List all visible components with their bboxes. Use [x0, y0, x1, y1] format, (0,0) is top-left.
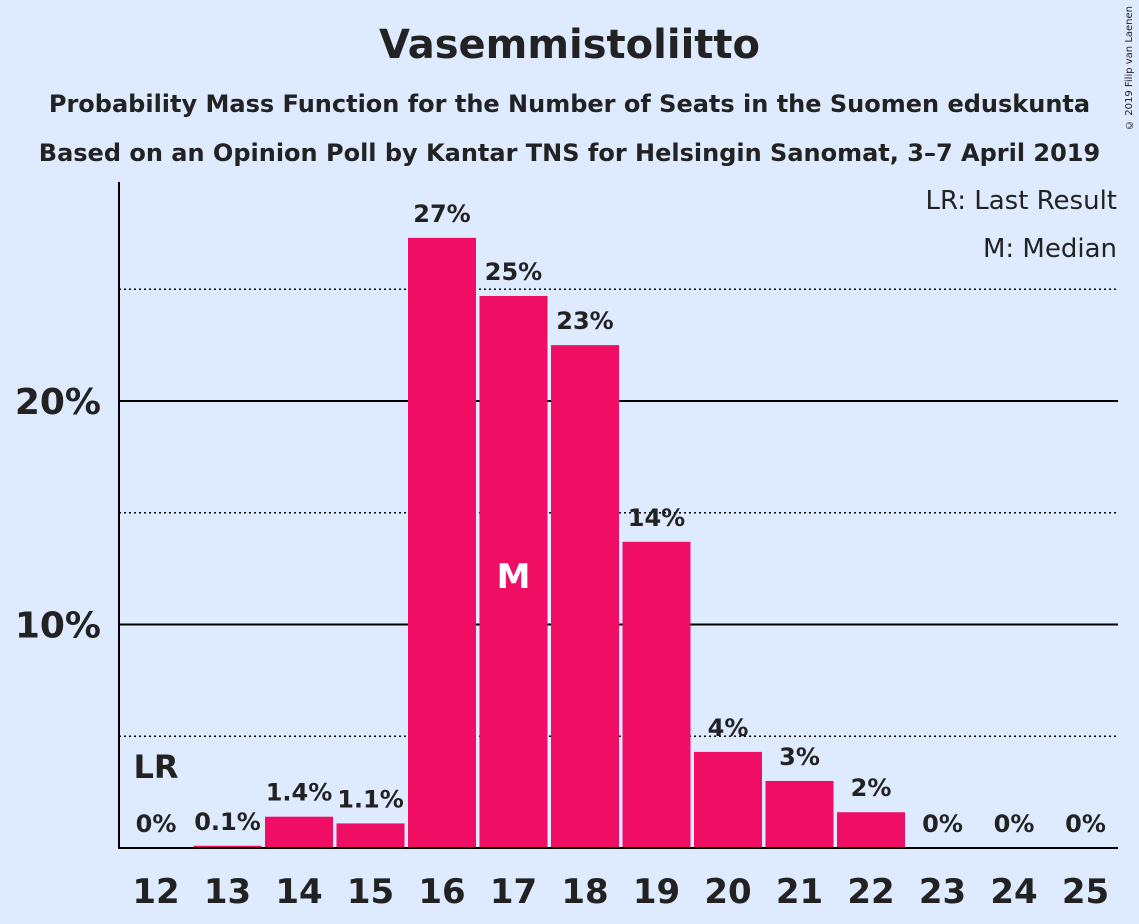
legend: LR: Last Result M: Median [925, 186, 1117, 264]
x-tick-label: 22 [847, 872, 894, 912]
data-label: 14% [628, 504, 685, 532]
legend-entry: M: Median [983, 234, 1117, 264]
data-label: 3% [779, 743, 820, 771]
x-tick-label: 18 [561, 872, 608, 912]
data-label: 0% [1065, 810, 1106, 838]
x-tick-label: 12 [132, 872, 179, 912]
data-labels: 0% 0.1%1.4% 1.1% 27% 25% 23% 14% 4% 3% 2% 0% 0% 0% M L… [133, 200, 1105, 838]
x-tick-label: 19 [633, 872, 680, 912]
bar [551, 345, 619, 848]
bar [265, 816, 333, 848]
y-tick-label: 10% [15, 606, 101, 647]
data-label: 27% [413, 200, 470, 228]
x-tick-label: 24 [990, 872, 1037, 912]
x-tick-label: 14 [275, 872, 322, 912]
bar [765, 780, 834, 848]
legend-entry: LR: Last Result [925, 186, 1117, 216]
data-label: 4% [708, 714, 749, 742]
data-label: 1.4% [266, 779, 333, 807]
x-tick-label: 17 [490, 872, 537, 912]
data-label: 25% [485, 258, 542, 286]
data-label: 1.1% [337, 785, 404, 813]
bar [479, 295, 548, 849]
data-label: 0% [994, 810, 1035, 838]
axes: 10% 20% 12 13 14 15 16 17 18 19 20 21 22 23 24 25 [15, 182, 1118, 912]
bars [193, 237, 905, 849]
data-label: 23% [556, 307, 613, 335]
bar [694, 751, 762, 848]
bar [408, 237, 476, 849]
last-result-marker: LR [133, 748, 178, 786]
x-tick-label: 16 [418, 872, 465, 912]
chart-title: Vasemmistoliitto [378, 22, 761, 68]
chart-source: Based on an Opinion Poll by Kantar TNS f… [38, 139, 1101, 167]
x-tick-label: 20 [704, 872, 751, 912]
data-label: 0% [136, 810, 177, 838]
chart-subtitle: Probability Mass Function for the Number… [48, 90, 1091, 118]
y-tick-label: 20% [15, 382, 101, 423]
x-tick-label: 23 [919, 872, 966, 912]
bar [193, 845, 262, 848]
bar [622, 541, 691, 848]
x-tick-label: 13 [204, 872, 251, 912]
median-marker: M [497, 557, 531, 597]
x-tick-label: 21 [776, 872, 823, 912]
data-label: 0% [922, 810, 963, 838]
x-tick-label: 15 [347, 872, 394, 912]
bar [837, 812, 905, 848]
data-label: 0.1% [194, 808, 261, 836]
bar [336, 823, 405, 848]
data-label: 2% [851, 774, 892, 802]
x-tick-label: 25 [1062, 872, 1109, 912]
